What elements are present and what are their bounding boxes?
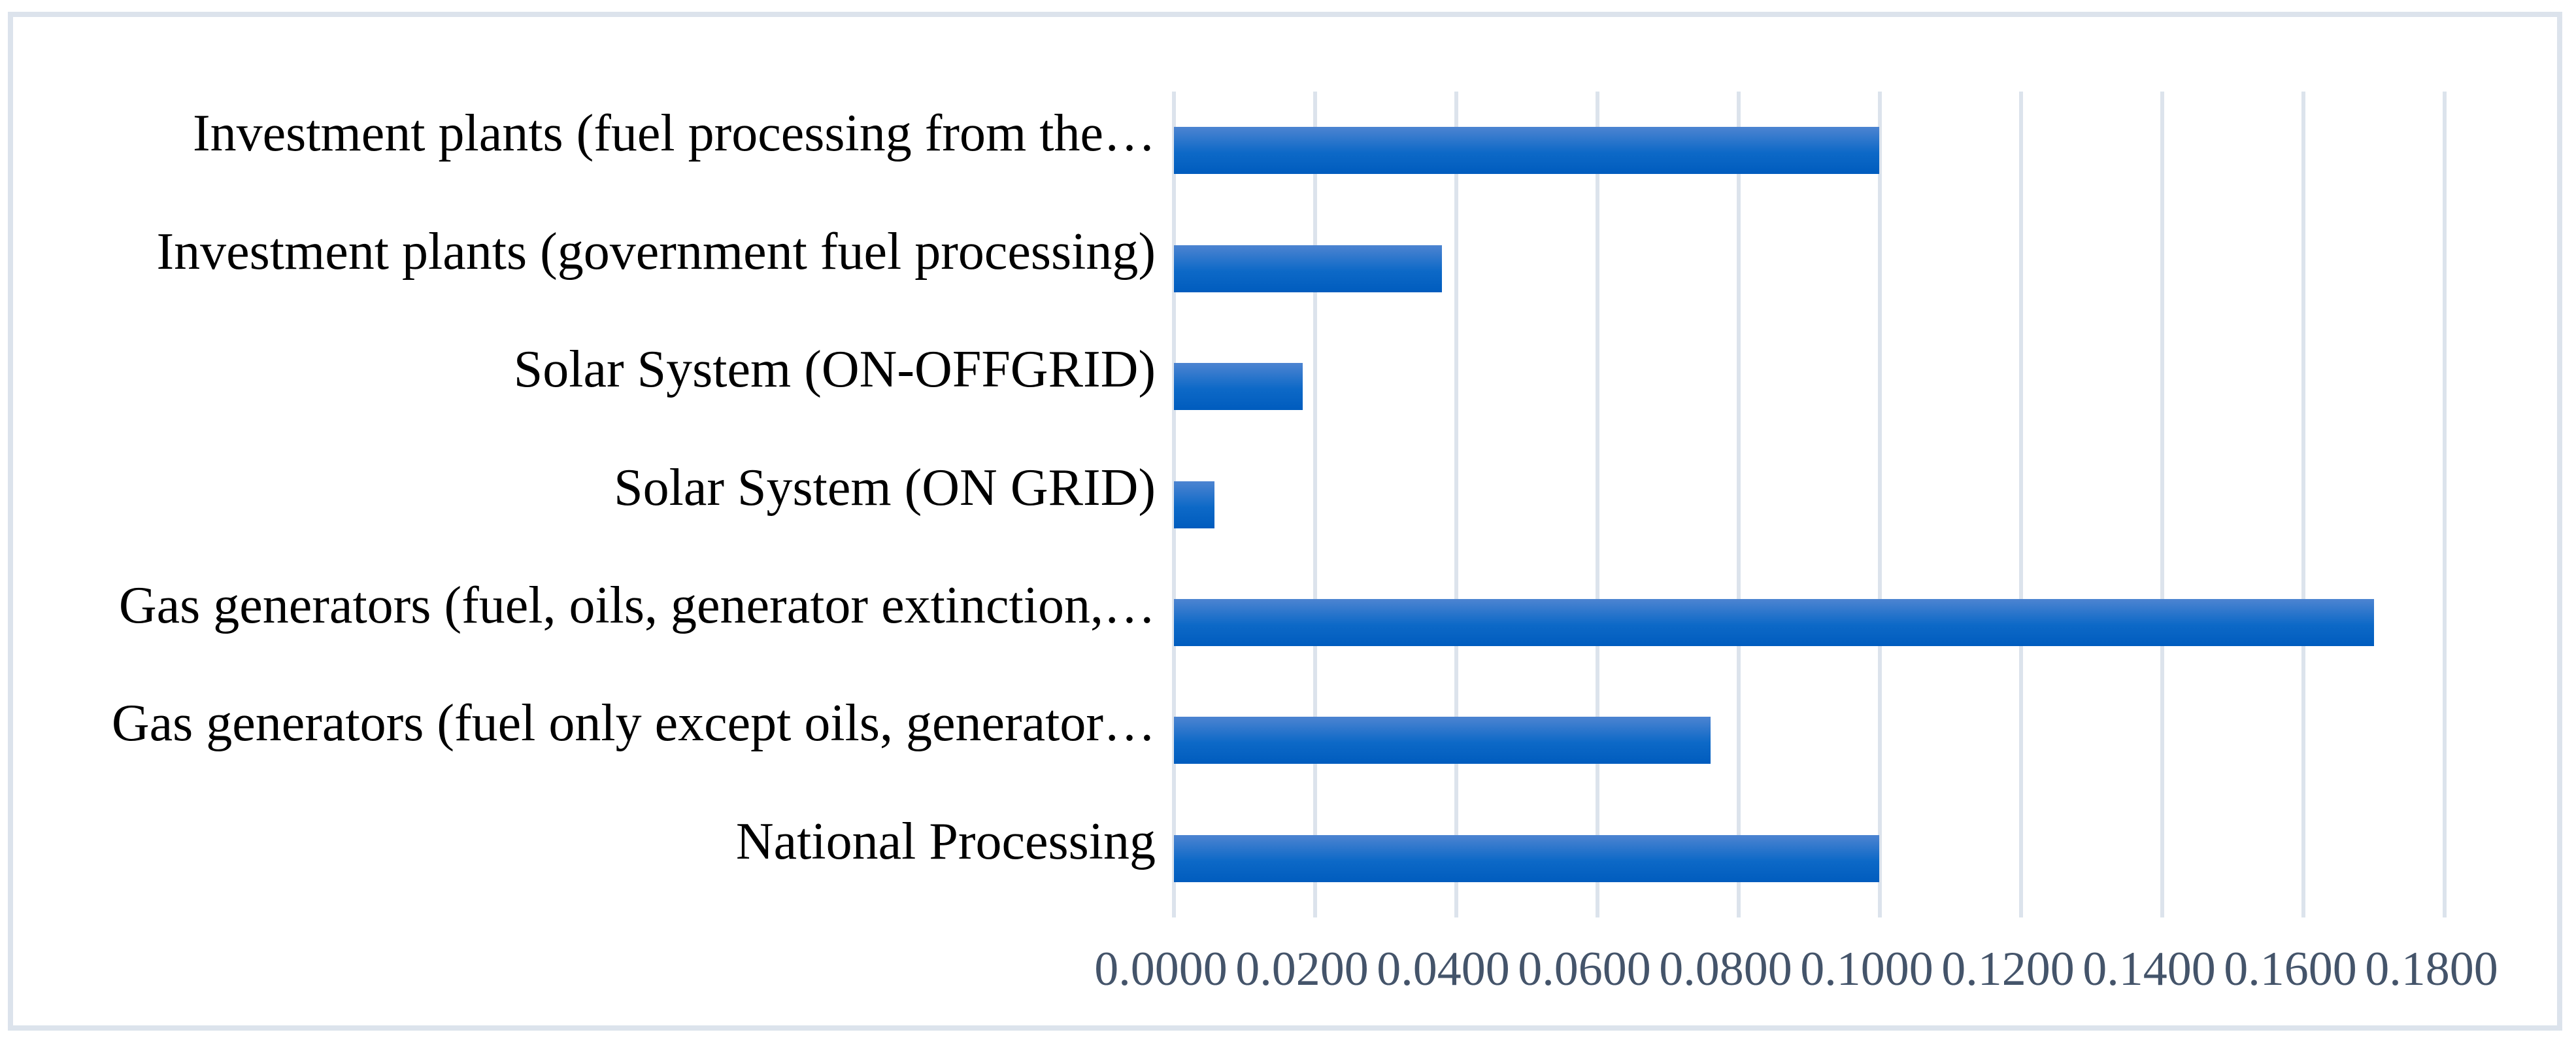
gridline (1878, 92, 1882, 917)
category-label-4: Gas generators (fuel, oils, generator ex… (118, 576, 1156, 634)
gridline (2301, 92, 2305, 917)
bar-0 (1174, 127, 1879, 175)
gridline (2160, 92, 2164, 917)
gridline (1313, 92, 1317, 917)
bar-4 (1174, 598, 2374, 646)
x-tick-label-0: 0.0000 (1094, 942, 1228, 996)
category-label-3: Solar System (ON GRID) (614, 458, 1156, 517)
x-tick-label-6: 0.1200 (1941, 942, 2075, 996)
bar-3 (1174, 481, 1214, 528)
bar-6 (1174, 834, 1879, 882)
x-tick-label-4: 0.0800 (1659, 942, 1792, 996)
category-label-0: Investment plants (fuel processing from … (193, 105, 1156, 163)
gridline (2019, 92, 2023, 917)
category-label-6: National Processing (735, 812, 1156, 870)
category-label-1: Investment plants (government fuel proce… (156, 222, 1156, 281)
plot-area (1172, 92, 2447, 917)
x-tick-label-3: 0.0600 (1518, 942, 1651, 996)
x-tick-label-1: 0.0200 (1235, 942, 1369, 996)
category-label-2: Solar System (ON-OFFGRID) (513, 341, 1156, 399)
x-tick-label-9: 0.1800 (2365, 942, 2498, 996)
bar-5 (1174, 717, 1711, 764)
x-tick-label-7: 0.1400 (2083, 942, 2216, 996)
gridline (2443, 92, 2447, 917)
x-tick-label-5: 0.1000 (1800, 942, 1933, 996)
chart-frame (8, 12, 2562, 1031)
gridline (1454, 92, 1458, 917)
bar-1 (1174, 245, 1442, 292)
gridline (1737, 92, 1741, 917)
x-tick-label-2: 0.0400 (1377, 942, 1510, 996)
category-label-5: Gas generators (fuel only except oils, g… (111, 694, 1156, 753)
bar-2 (1174, 363, 1303, 411)
gridline (1596, 92, 1599, 917)
x-tick-label-8: 0.1600 (2224, 942, 2357, 996)
